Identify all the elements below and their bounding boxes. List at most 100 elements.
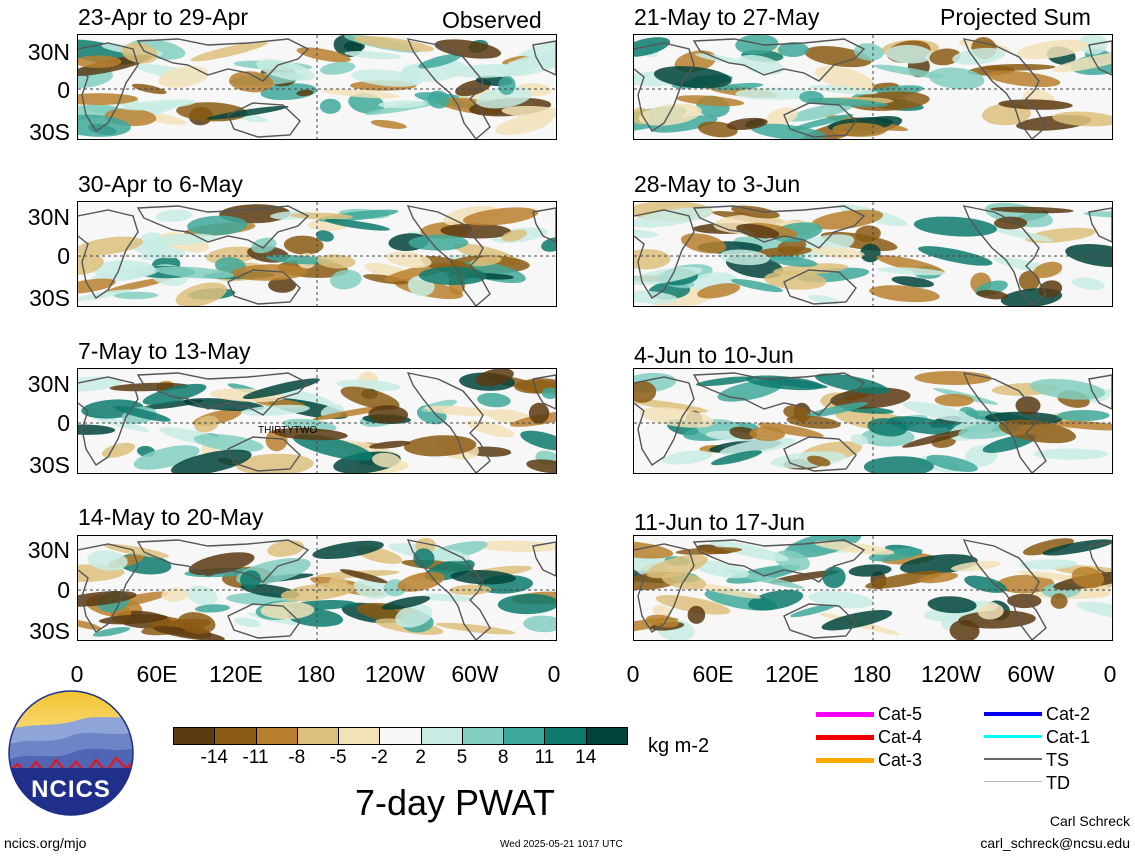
colorbar-tick-label: 5 [456, 747, 468, 768]
legend-label: Cat-4 [878, 727, 923, 747]
legend-label: Cat-2 [1046, 704, 1091, 724]
lat-label: 30N [27, 204, 70, 230]
panel-title: 4-Jun to 10-Jun [634, 342, 794, 368]
legend-line-cat4 [816, 735, 874, 740]
footer-author: Carl Schreck [1049, 813, 1130, 829]
map-panel-left-4 [77, 535, 557, 641]
colorbar-tick-label: -5 [329, 747, 347, 768]
pwat-anomaly-map [634, 536, 1112, 640]
colorbar-tick-label: 14 [575, 747, 597, 768]
colorbar-tick-label: -11 [242, 747, 269, 768]
legend-label: TD [1046, 773, 1070, 793]
panel-title: 21-May to 27-May [634, 4, 820, 30]
colorbar-swatch [544, 727, 587, 745]
ncics-logo-icon [8, 690, 134, 816]
lat-label: 30N [27, 371, 70, 397]
colorbar-tick-label: 8 [497, 747, 509, 768]
storm-legend: Cat-5 Cat-4 Cat-3 Cat-2 Cat-1 TS TD [808, 704, 1128, 794]
lon-label: 0 [626, 661, 640, 687]
pwat-anomaly-map [634, 35, 1112, 139]
colorbar-swatch [296, 727, 340, 745]
map-panel-right-2 [633, 201, 1113, 307]
ncics-logo: NCICS [8, 690, 134, 816]
panel-title: 11-Jun to 17-Jun [634, 509, 805, 535]
lat-label: 30S [29, 285, 70, 311]
map-panel-right-3 [633, 368, 1113, 474]
lon-label: 120E [765, 661, 819, 687]
projected-sum-label: Projected Sum [940, 4, 1091, 30]
lon-label: 0 [547, 661, 561, 687]
legend-line-cat1 [984, 735, 1042, 738]
footer-timestamp: Wed 2025-05-21 1017 UTC [500, 839, 623, 850]
colorbar-swatch [214, 727, 257, 745]
lat-label: 0 [57, 77, 70, 103]
lat-label: 0 [57, 243, 70, 269]
lon-label: 60W [1007, 661, 1055, 687]
observed-label: Observed [442, 7, 542, 33]
logo-text: NCICS [31, 776, 111, 803]
lat-label: 30S [29, 119, 70, 145]
legend-line-ts [984, 758, 1042, 760]
pwat-anomaly-map [634, 369, 1112, 473]
lon-label: 0 [1103, 661, 1117, 687]
panel-title: 7-May to 13-May [78, 338, 251, 364]
lat-label: 0 [57, 577, 70, 603]
colorbar-swatch [420, 727, 463, 745]
lon-label: 120W [364, 661, 426, 687]
pwat-anomaly-map [78, 202, 556, 306]
lon-label: 60W [451, 661, 499, 687]
colorbar-swatch [585, 727, 628, 745]
map-panel-right-1 [633, 34, 1113, 140]
panel-title: 23-Apr to 29-Apr [78, 4, 249, 30]
legend-line-cat5 [816, 712, 874, 717]
colorbar-swatch [255, 727, 298, 745]
panel-title: 30-Apr to 6-May [78, 171, 243, 197]
colorbar-swatch [503, 727, 546, 745]
lat-label: 30S [29, 452, 70, 478]
legend-line-cat2 [984, 712, 1042, 716]
footer-url[interactable]: ncics.org/mjo [4, 835, 87, 851]
colorbar-tick-label: -2 [370, 747, 388, 768]
pwat-anomaly-map [78, 536, 556, 640]
colorbar-swatch [461, 727, 505, 745]
legend-line-td [984, 781, 1042, 782]
footer-email[interactable]: carl_schreck@ncsu.edu [980, 835, 1130, 851]
lat-label: 0 [57, 410, 70, 436]
lat-label: 30N [27, 537, 70, 563]
lon-label: 120E [209, 661, 263, 687]
colorbar-tick-label: -14 [200, 747, 228, 768]
lon-label: 60E [136, 661, 178, 687]
lon-label: 180 [852, 661, 892, 687]
pwat-anomaly-map [78, 35, 556, 139]
map-panel-right-4 [633, 535, 1113, 641]
colorbar-swatch [173, 727, 216, 745]
map-panel-left-2 [77, 201, 557, 307]
lon-label: 0 [70, 661, 84, 687]
map-panel-left-1 [77, 34, 557, 140]
lon-label: 180 [296, 661, 336, 687]
main-title: 7-day PWAT [354, 782, 556, 823]
lat-label: 30N [27, 39, 70, 65]
colorbar-tick-label: -8 [288, 747, 306, 768]
lat-label: 30S [29, 618, 70, 644]
legend-line-cat3 [816, 758, 874, 763]
pwat-anomaly-map [634, 202, 1112, 306]
colorbar-tick-label: 11 [534, 747, 555, 768]
colorbar [173, 727, 628, 745]
colorbar-labels: -14 -11 -8 -5 -2 2 5 8 11 14 [173, 748, 627, 770]
legend-label: Cat-3 [878, 750, 923, 770]
legend-label: Cat-1 [1046, 727, 1091, 747]
legend-label: Cat-5 [878, 704, 923, 724]
lon-label: 60E [692, 661, 734, 687]
pwat-anomaly-map [78, 369, 556, 473]
panel-title: 28-May to 3-Jun [634, 171, 801, 197]
lon-label: 120W [920, 661, 982, 687]
storm-annotation: THIRTYTWO [258, 425, 318, 436]
map-panel-left-3: THIRTYTWO [77, 368, 557, 474]
legend-label: TS [1046, 750, 1070, 770]
colorbar-swatch [379, 727, 422, 745]
panel-title: 14-May to 20-May [78, 504, 264, 530]
colorbar-tick-label: 2 [415, 747, 426, 768]
colorbar-units: kg m-2 [648, 735, 710, 757]
colorbar-swatch [338, 727, 381, 745]
